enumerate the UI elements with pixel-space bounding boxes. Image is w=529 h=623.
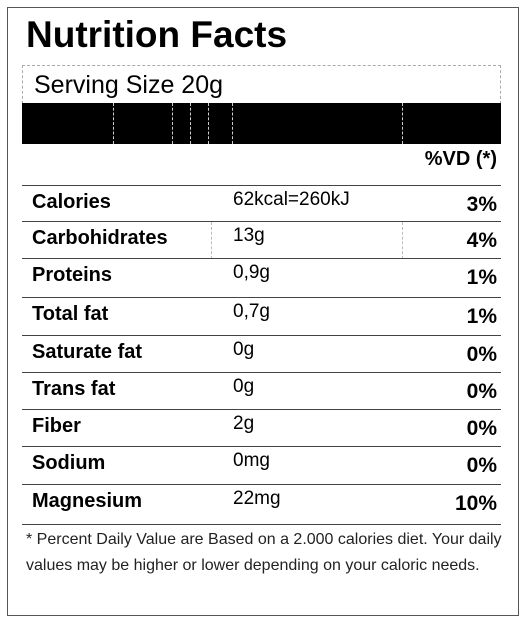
daily-value: 1% <box>466 305 497 328</box>
nutrient-name: Trans fat <box>32 378 116 400</box>
title: Nutrition Facts <box>26 14 288 55</box>
daily-value: 0% <box>466 417 497 440</box>
nutrient-row: Total fat 0,7g 1% <box>22 297 501 336</box>
daily-value: 1% <box>466 266 497 289</box>
nutrient-name: Sodium <box>32 452 106 474</box>
nutrient-name: Carbohidrates <box>32 227 168 249</box>
header-bar <box>22 103 501 144</box>
daily-value: 10% <box>454 492 497 515</box>
divider <box>402 222 403 259</box>
nutrient-name: Total fat <box>32 303 109 325</box>
nutrient-row: Magnesium 22mg 10% <box>22 484 501 525</box>
nutrient-amount: 22mg <box>233 488 281 509</box>
serving-size: Serving Size 20g <box>22 65 501 104</box>
nutrient-name: Magnesium <box>32 490 143 512</box>
nutrient-amount: 0g <box>233 376 255 397</box>
nutrient-name: Calories <box>32 191 111 213</box>
nutrient-name: Proteins <box>32 264 113 286</box>
nutrition-label <box>7 7 519 616</box>
nutrient-name: Saturate fat <box>32 341 143 363</box>
divider <box>211 222 212 259</box>
footnote: * Percent Daily Value are Based on a 2.0… <box>26 531 502 574</box>
nutrient-amount: 0,9g <box>233 262 270 283</box>
nutrient-row: Proteins 0,9g 1% <box>22 258 501 298</box>
nutrient-amount: 62kcal=260kJ <box>233 189 350 210</box>
daily-value: 0% <box>466 343 497 366</box>
nutrient-row: Saturate fat 0g 0% <box>22 335 501 373</box>
nutrient-row: Calories 62kcal=260kJ 3% <box>22 185 501 222</box>
nutrient-row: Sodium 0mg 0% <box>22 446 501 485</box>
nutrient-row: Trans fat 0g 0% <box>22 372 501 410</box>
daily-value: 4% <box>466 229 497 252</box>
daily-value: 0% <box>466 380 497 403</box>
daily-value: 0% <box>466 454 497 477</box>
nutrient-amount: 0mg <box>233 450 270 471</box>
nutrient-amount: 0g <box>233 339 255 360</box>
dv-header: %VD (*) <box>424 148 497 170</box>
nutrient-row: Carbohidrates 13g 4% <box>22 221 501 259</box>
nutrient-row: Fiber 2g 0% <box>22 409 501 447</box>
daily-value: 3% <box>466 193 497 216</box>
nutrient-amount: 2g <box>233 413 255 434</box>
nutrient-amount: 0,7g <box>233 301 270 322</box>
nutrient-name: Fiber <box>32 415 81 437</box>
nutrient-amount: 13g <box>233 225 265 246</box>
